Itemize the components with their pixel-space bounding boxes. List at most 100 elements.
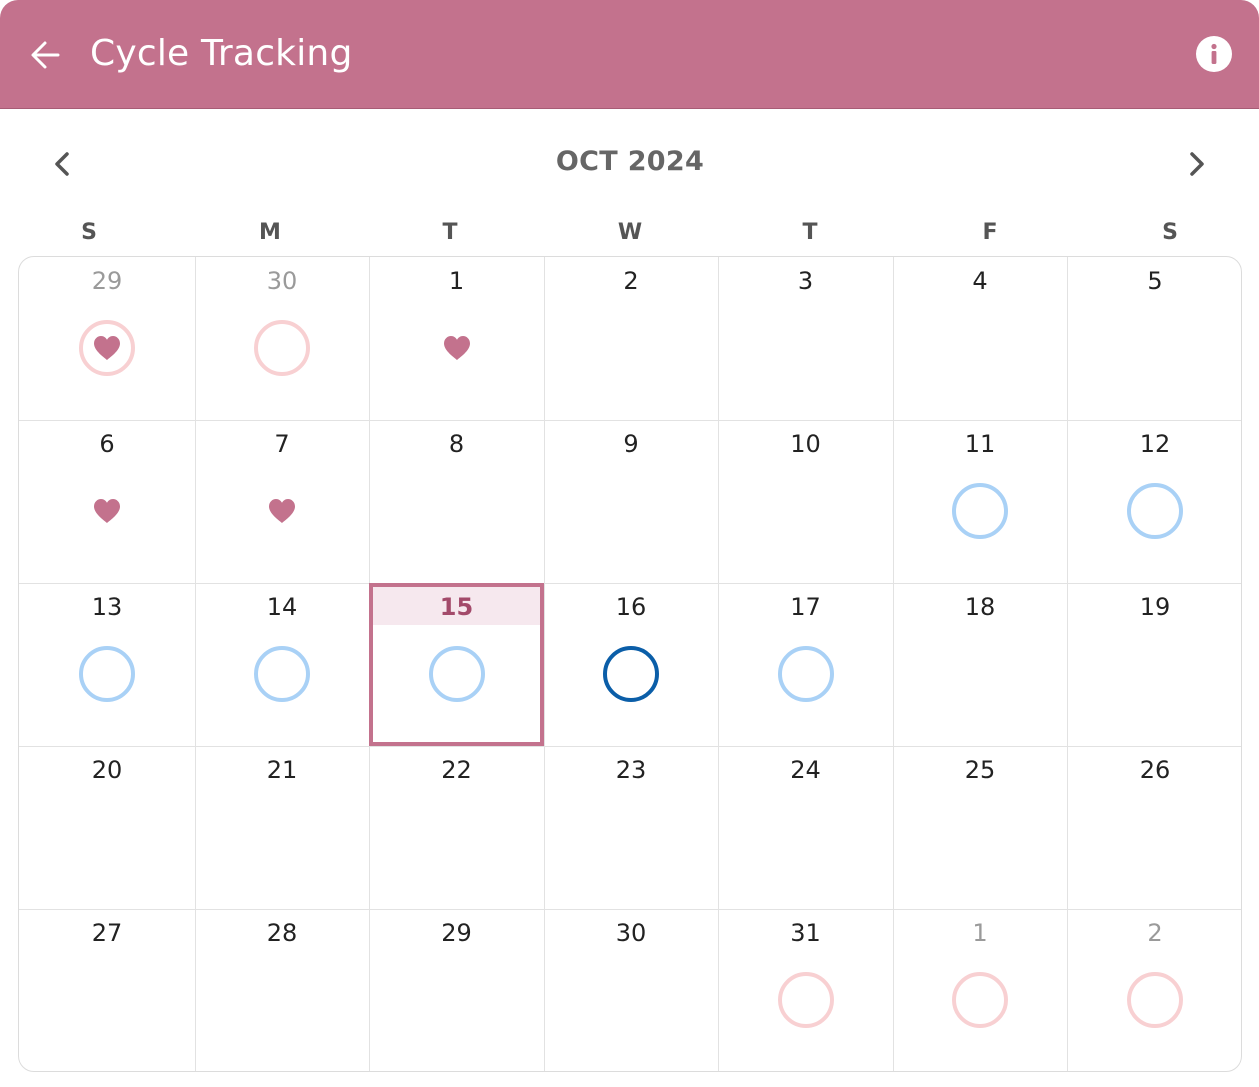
heart-icon (94, 336, 120, 360)
calendar-day-cell[interactable]: 22 (369, 746, 544, 909)
calendar-day-cell[interactable]: 18 (893, 583, 1067, 746)
day-number: 15 (439, 593, 474, 621)
calendar-day-cell[interactable]: 9 (544, 420, 718, 583)
calendar-day-cell[interactable]: 8 (369, 420, 544, 583)
calendar-day-cell[interactable]: 30 (195, 257, 369, 420)
day-number: 1 (448, 267, 465, 295)
day-number: 29 (441, 919, 472, 947)
day-number: 24 (790, 756, 821, 784)
calendar-day-cell[interactable]: 28 (195, 909, 369, 1071)
calendar-grid: 29 30 1 2 3 4 5 6 7 8 9 10 11 12 13 14 15 16 17 18 19 20 21 22 2… (18, 256, 1242, 1072)
period-ring-icon (952, 972, 1008, 1028)
day-number: 25 (964, 756, 996, 784)
period-ring-icon (79, 320, 135, 376)
calendar-day-cell[interactable]: 5 (1067, 257, 1241, 420)
day-number: 28 (266, 919, 298, 947)
calendar-day-cell[interactable]: 2 (544, 257, 718, 420)
calendar-day-cell[interactable]: 20 (19, 746, 195, 909)
ovulation-ring-icon (603, 646, 659, 702)
calendar-day-cell[interactable]: 1 (893, 909, 1067, 1071)
calendar-day-cell[interactable]: 13 (19, 583, 195, 746)
calendar-day-cell[interactable]: 21 (195, 746, 369, 909)
calendar-day-cell[interactable]: 29 (369, 909, 544, 1071)
fertile-ring-icon (254, 646, 310, 702)
weekday-label: M (259, 220, 281, 245)
period-ring-icon (254, 320, 310, 376)
day-number: 11 (964, 430, 996, 458)
fertile-ring-icon (1127, 483, 1183, 539)
day-number: 18 (964, 593, 996, 621)
calendar-day-cell[interactable]: 14 (195, 583, 369, 746)
day-number: 22 (441, 756, 472, 784)
weekday-label: T (442, 220, 458, 245)
day-number: 4 (972, 267, 988, 295)
fertile-ring-icon (428, 646, 485, 702)
grid-divider (1067, 257, 1068, 1071)
calendar-day-cell[interactable]: 3 (718, 257, 893, 420)
day-number: 5 (1147, 267, 1163, 295)
weekday-label: S (1162, 220, 1178, 245)
page-title: Cycle Tracking (90, 33, 353, 74)
calendar-day-cell[interactable]: 1 (369, 257, 544, 420)
day-number: 12 (1139, 430, 1171, 458)
calendar-day-cell[interactable]: 16 (544, 583, 718, 746)
info-icon[interactable] (1196, 36, 1232, 72)
day-number: 21 (266, 756, 298, 784)
day-number: 9 (623, 430, 639, 458)
calendar-day-cell[interactable]: 2 (1067, 909, 1241, 1071)
day-number: 10 (790, 430, 821, 458)
calendar-day-cell[interactable]: 19 (1067, 583, 1241, 746)
month-label: OCT 2024 (555, 146, 705, 177)
calendar-day-cell[interactable]: 27 (19, 909, 195, 1071)
calendar-day-cell[interactable]: 10 (718, 420, 893, 583)
day-number: 13 (91, 593, 123, 621)
day-number: 23 (615, 756, 647, 784)
day-number: 29 (91, 267, 123, 295)
grid-divider (893, 257, 894, 1071)
calendar-day-cell[interactable]: 15 (369, 583, 544, 746)
calendar-day-cell[interactable]: 4 (893, 257, 1067, 420)
day-number: 2 (623, 267, 639, 295)
weekday-label: F (982, 220, 998, 245)
grid-divider (19, 746, 1241, 747)
weekday-label: S (81, 220, 97, 245)
today-highlight (373, 587, 540, 625)
grid-divider (19, 420, 1241, 421)
arrow-left-icon[interactable] (26, 36, 64, 74)
day-number: 3 (797, 267, 814, 295)
day-number: 7 (274, 430, 290, 458)
day-number: 2 (1147, 919, 1163, 947)
day-number: 16 (615, 593, 647, 621)
chevron-left-icon[interactable] (49, 150, 77, 178)
day-number: 26 (1139, 756, 1171, 784)
grid-divider (19, 583, 1241, 584)
calendar-day-cell[interactable]: 23 (544, 746, 718, 909)
day-number: 27 (91, 919, 123, 947)
calendar-day-cell[interactable]: 29 (19, 257, 195, 420)
calendar-day-cell[interactable]: 12 (1067, 420, 1241, 583)
heart-icon (443, 336, 470, 360)
calendar-day-cell[interactable]: 11 (893, 420, 1067, 583)
fertile-ring-icon (79, 646, 135, 702)
grid-divider (718, 257, 719, 1071)
chevron-right-icon[interactable] (1182, 150, 1210, 178)
month-navigation: OCT 2024 (0, 110, 1259, 210)
calendar-day-cell[interactable]: 17 (718, 583, 893, 746)
grid-divider (544, 257, 545, 1071)
day-number: 17 (790, 593, 821, 621)
day-number: 14 (266, 593, 298, 621)
calendar-day-cell[interactable]: 30 (544, 909, 718, 1071)
day-number: 8 (448, 430, 465, 458)
day-number: 31 (790, 919, 821, 947)
calendar-day-cell[interactable]: 26 (1067, 746, 1241, 909)
calendar-day-cell[interactable]: 25 (893, 746, 1067, 909)
calendar-day-cell[interactable]: 7 (195, 420, 369, 583)
calendar-day-cell[interactable]: 24 (718, 746, 893, 909)
calendar-day-cell[interactable]: 31 (718, 909, 893, 1071)
weekday-label: T (802, 220, 818, 245)
calendar-day-cell[interactable]: 6 (19, 420, 195, 583)
fertile-ring-icon (952, 483, 1008, 539)
heart-icon (269, 499, 295, 523)
fertile-ring-icon (777, 646, 834, 702)
